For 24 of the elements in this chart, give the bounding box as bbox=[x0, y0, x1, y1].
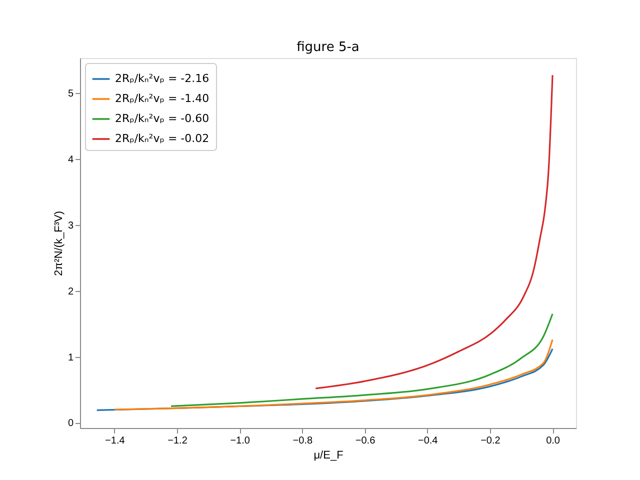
legend-label: 2Rₚ/kₙ²vₚ = -0.60 bbox=[115, 112, 210, 125]
y-tick-label: 3 bbox=[68, 220, 74, 232]
x-tick-label: −1.4 bbox=[105, 436, 126, 446]
line-series bbox=[114, 338, 554, 410]
legend-label: 2Rₚ/kₙ²vₚ = -0.02 bbox=[115, 132, 210, 145]
line-series bbox=[170, 313, 554, 408]
x-tick-label: −1.2 bbox=[168, 436, 188, 446]
y-tick-label: 4 bbox=[68, 154, 74, 166]
x-tick-label: 0.0 bbox=[546, 436, 560, 446]
legend-label: 2Rₚ/kₙ²vₚ = -2.16 bbox=[115, 72, 210, 85]
x-tick-label: −1.0 bbox=[230, 436, 250, 446]
legend-label: 2Rₚ/kₙ²vₚ = -1.40 bbox=[115, 92, 210, 105]
x-tick-label: −0.8 bbox=[292, 436, 313, 446]
y-axis-title: 2π²N/(k_F³V) bbox=[52, 210, 65, 276]
x-tick-label: −0.6 bbox=[355, 436, 376, 446]
y-tick-label: 0 bbox=[68, 418, 74, 430]
chart-title: figure 5-a bbox=[296, 40, 360, 55]
x-tick-label: −0.4 bbox=[418, 436, 438, 446]
x-axis-title: μ/E_F bbox=[314, 450, 344, 462]
x-tick-label: −0.2 bbox=[480, 436, 501, 446]
y-tick-label: 5 bbox=[68, 88, 74, 100]
y-tick-label: 1 bbox=[68, 352, 74, 364]
y-tick-label: 2 bbox=[68, 286, 74, 298]
line-series bbox=[314, 74, 554, 390]
